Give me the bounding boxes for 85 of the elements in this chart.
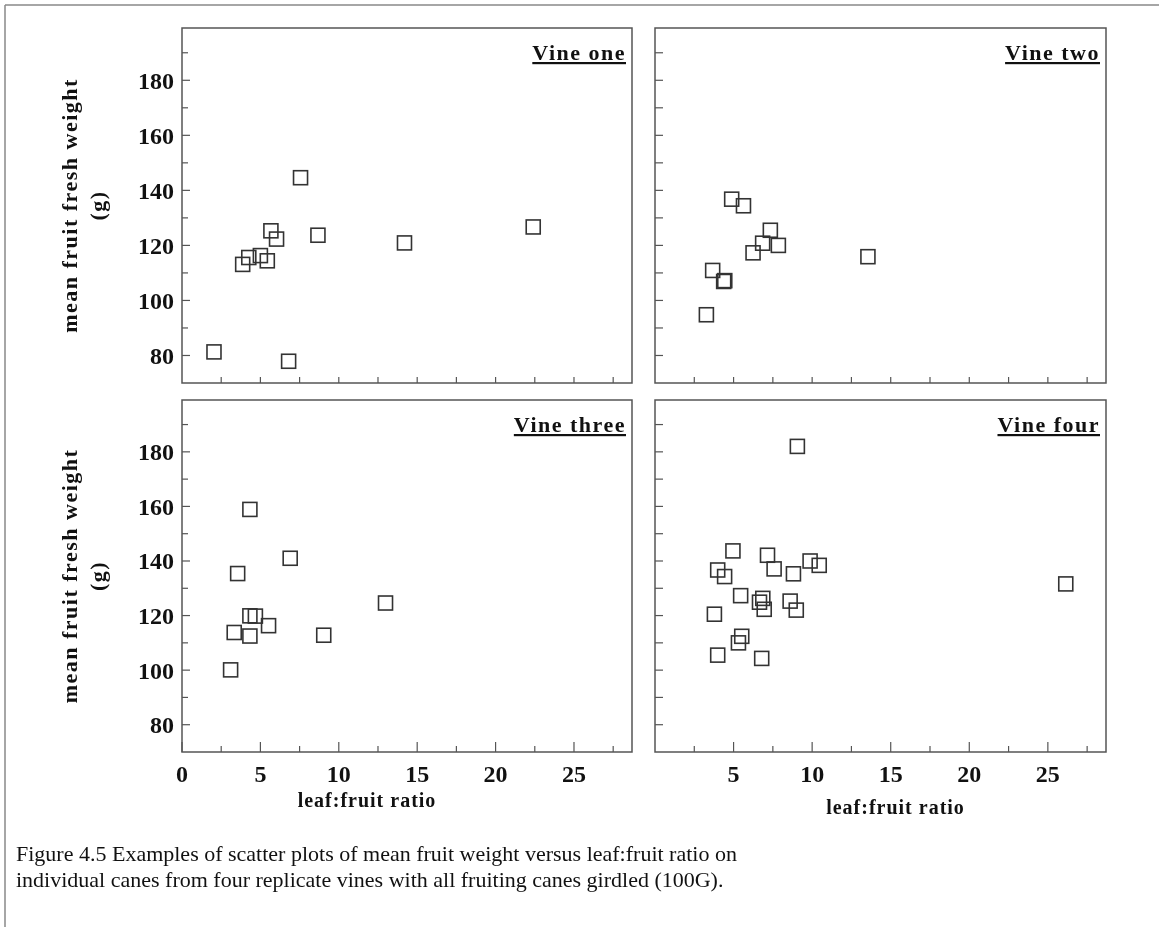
point — [730, 635, 747, 651]
y-tick-label: 100 — [138, 287, 174, 314]
x-tick-label: 15 — [405, 761, 430, 787]
point — [242, 628, 258, 644]
point — [789, 438, 806, 455]
point — [222, 662, 239, 678]
point — [811, 557, 828, 574]
x-tick-label: 5 — [727, 761, 740, 787]
point — [377, 595, 394, 611]
point — [770, 237, 787, 254]
point — [268, 231, 285, 247]
x-axis-title: leaf:fruit ratio — [826, 796, 965, 818]
point — [735, 197, 752, 214]
point — [525, 219, 542, 235]
point — [754, 235, 771, 251]
point — [704, 262, 721, 279]
x-axis-title: leaf:fruit ratio — [297, 789, 437, 811]
point — [259, 253, 276, 269]
point — [759, 547, 776, 564]
point — [282, 550, 298, 567]
point — [240, 249, 257, 266]
point — [802, 553, 818, 569]
point — [206, 344, 222, 360]
point — [788, 602, 805, 618]
point — [762, 222, 779, 239]
point — [242, 501, 258, 518]
point — [1057, 576, 1074, 592]
y-axis-title: mean fruit fresh weight (g) — [57, 78, 110, 333]
text: Vine two — [1005, 40, 1100, 65]
x-tick-label: 5 — [254, 761, 267, 787]
x-tick-label: 25 — [1035, 761, 1060, 787]
point — [732, 587, 749, 604]
point — [745, 245, 761, 261]
y-axis-title: mean fruit fresh weight (g) — [57, 448, 110, 704]
point — [709, 562, 726, 578]
x-tick-label: 10 — [800, 761, 825, 787]
point — [315, 627, 332, 644]
point — [234, 256, 251, 273]
x-tick-label: 20 — [957, 761, 982, 787]
point — [753, 650, 770, 667]
y-tick-label: 140 — [138, 548, 174, 575]
y-tick-label: 180 — [138, 67, 174, 94]
y-tick-label: 120 — [138, 602, 174, 629]
x-tick-label: 20 — [483, 761, 508, 787]
y-tick-label: 80 — [150, 342, 174, 369]
point — [716, 568, 733, 585]
point — [766, 561, 782, 577]
point — [782, 593, 798, 609]
point — [396, 235, 413, 251]
y-tick-label: 100 — [138, 657, 174, 684]
point — [280, 353, 297, 370]
point — [733, 628, 750, 645]
y-tick-label: 160 — [138, 122, 174, 149]
point — [709, 647, 726, 663]
point — [755, 590, 771, 607]
y-tick-label: 160 — [138, 493, 174, 520]
point — [260, 617, 277, 634]
y-tick-label: 180 — [138, 439, 174, 466]
point — [706, 606, 723, 622]
text: Vine one — [532, 40, 626, 65]
point — [252, 247, 269, 264]
point — [229, 565, 246, 582]
text: Vine four — [997, 412, 1100, 437]
y-tick-label: 80 — [150, 712, 174, 739]
point — [785, 566, 802, 582]
point — [226, 624, 243, 641]
x-tick-label: 15 — [878, 761, 903, 787]
point — [698, 306, 715, 323]
point — [723, 191, 740, 207]
point — [292, 169, 309, 186]
point — [725, 543, 741, 559]
point — [860, 248, 876, 265]
point — [247, 608, 264, 624]
point — [310, 227, 326, 244]
point — [263, 223, 279, 239]
point — [242, 608, 258, 624]
y-tick-label: 120 — [138, 232, 174, 259]
x-tick-label: 10 — [326, 761, 351, 787]
x-tick-label: 25 — [561, 761, 586, 787]
text: Vine three — [513, 412, 626, 437]
caption: Figure 4.5 Examples of scatter plots of mean fruit weight versus leaf:fruit ratio on individual canes from four replicate vines with all fruiting canes girdled (100G). — [16, 841, 737, 892]
point — [756, 601, 773, 618]
y-tick-label: 140 — [138, 177, 174, 204]
point — [751, 594, 768, 610]
x-tick-label: 0 — [176, 761, 188, 787]
